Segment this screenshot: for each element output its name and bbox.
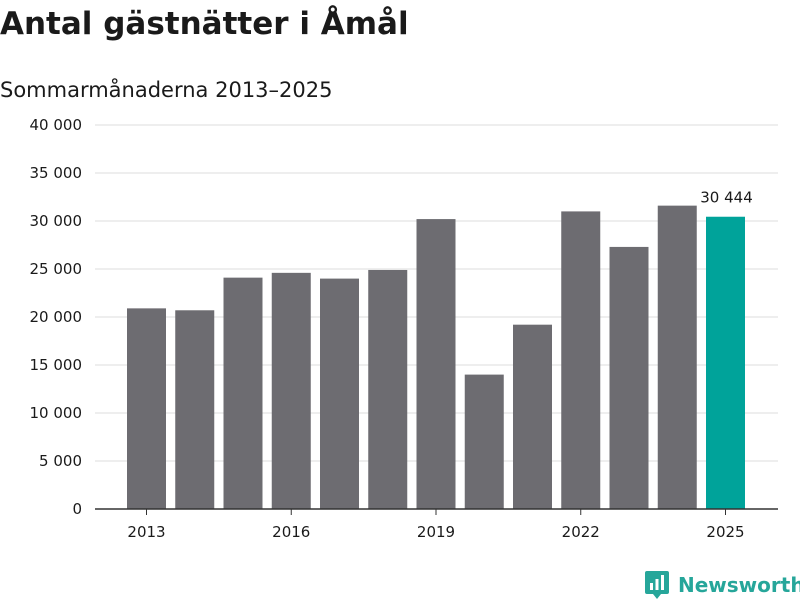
x-tick-label: 2019 — [417, 523, 455, 541]
bar-2015 — [223, 277, 263, 509]
y-tick-label: 40 000 — [30, 116, 83, 134]
brand-name: Newsworthy — [678, 573, 800, 597]
bar-2013 — [127, 308, 166, 509]
x-tick-label: 2022 — [562, 523, 600, 541]
y-tick-label: 15 000 — [30, 356, 83, 374]
bar-2020 — [464, 374, 504, 509]
x-tick-label: 2025 — [706, 523, 744, 541]
bar-2025 — [706, 216, 745, 509]
bar-2019 — [416, 219, 456, 509]
newsworthy-logo-icon — [645, 571, 669, 599]
bar-2022 — [561, 211, 601, 509]
chart-subtitle: Sommarmånaderna 2013–2025 — [0, 78, 333, 102]
y-tick-label: 5 000 — [39, 452, 82, 470]
bar-2024 — [657, 205, 697, 509]
bar-2014 — [175, 310, 215, 509]
bar-2017 — [320, 278, 359, 509]
data-label-2025: 30 444 — [700, 189, 753, 207]
bars — [127, 205, 745, 510]
y-tick-label: 0 — [72, 500, 82, 518]
y-tick-label: 10 000 — [30, 404, 83, 422]
axes — [95, 508, 778, 515]
bar-2018 — [368, 269, 408, 509]
newsworthy-logo: Newsworthy — [644, 569, 800, 601]
bar-2016 — [271, 272, 311, 509]
y-tick-label: 35 000 — [30, 164, 83, 182]
y-tick-label: 25 000 — [30, 260, 83, 278]
bar-2021 — [513, 324, 552, 509]
y-tick-label: 30 000 — [30, 212, 83, 230]
x-tick-label: 2013 — [127, 523, 165, 541]
x-tick-label: 2016 — [272, 523, 310, 541]
chart-title: Antal gästnätter i Åmål — [0, 6, 409, 42]
y-tick-label: 20 000 — [30, 308, 83, 326]
bar-2023 — [609, 246, 649, 510]
labels: 0 5 000 10 000 15 000 20 000 25 000 30 000 35 0… — [30, 116, 753, 541]
